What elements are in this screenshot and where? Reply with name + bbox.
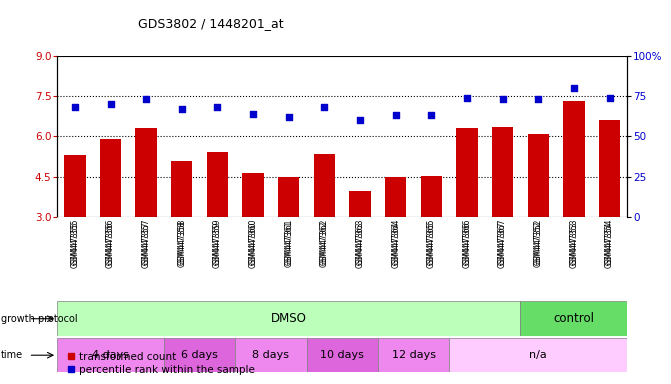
Text: GSM447363: GSM447363	[356, 221, 364, 268]
Bar	[421, 176, 442, 217]
Text: GSM447365: GSM447365	[427, 221, 436, 268]
Point	[248, 111, 258, 117]
Bar	[378, 338, 449, 372]
Point	[497, 96, 508, 102]
Text: GSM447362: GSM447362	[320, 221, 329, 268]
Point	[212, 104, 223, 110]
Point	[176, 106, 187, 112]
Text: 10 days: 10 days	[320, 350, 364, 360]
Text: GSM447361: GSM447361	[285, 221, 293, 268]
Text: GSM447366: GSM447366	[462, 221, 472, 268]
Text: DMSO: DMSO	[271, 312, 307, 325]
Point	[319, 104, 329, 110]
Bar	[563, 101, 584, 217]
Text: GSM447358: GSM447358	[177, 221, 187, 268]
Text: GSM447353: GSM447353	[570, 221, 578, 268]
Text: GSM447354: GSM447354	[605, 221, 614, 268]
Bar	[313, 154, 335, 217]
Text: GSM447367: GSM447367	[498, 221, 507, 268]
Legend: transformed count, percentile rank within the sample: transformed count, percentile rank withi…	[62, 348, 259, 379]
Text: 8 days: 8 days	[252, 350, 289, 360]
Bar	[385, 177, 407, 217]
Bar	[527, 134, 549, 217]
Text: GDS3802 / 1448201_at: GDS3802 / 1448201_at	[138, 17, 283, 30]
Text: GSM447364: GSM447364	[391, 221, 400, 268]
Bar	[456, 128, 478, 217]
Text: GSM447359: GSM447359	[213, 221, 222, 268]
Text: growth protocol: growth protocol	[1, 314, 77, 324]
Bar	[57, 338, 164, 372]
Bar	[599, 120, 620, 217]
Point	[426, 112, 437, 118]
Point	[604, 94, 615, 101]
Bar	[278, 177, 299, 217]
Bar	[449, 338, 627, 372]
Bar	[164, 338, 236, 372]
Bar	[307, 338, 378, 372]
Text: time: time	[1, 350, 23, 360]
Text: GSM447357: GSM447357	[142, 221, 151, 268]
Bar	[171, 161, 193, 217]
Text: control: control	[554, 312, 595, 325]
Point	[462, 94, 472, 101]
Bar	[64, 155, 86, 217]
Text: 12 days: 12 days	[391, 350, 435, 360]
Bar	[242, 173, 264, 217]
Text: n/a: n/a	[529, 350, 547, 360]
Text: 4 days: 4 days	[92, 350, 129, 360]
Bar	[521, 301, 627, 336]
Point	[391, 112, 401, 118]
Bar	[136, 128, 157, 217]
Bar	[492, 127, 513, 217]
Point	[568, 85, 579, 91]
Bar	[350, 192, 370, 217]
Text: GSM447355: GSM447355	[70, 221, 79, 268]
Point	[355, 117, 366, 123]
Point	[141, 96, 152, 102]
Point	[105, 101, 116, 107]
Bar	[57, 301, 521, 336]
Point	[533, 96, 544, 102]
Text: GSM447356: GSM447356	[106, 221, 115, 268]
Text: 6 days: 6 days	[181, 350, 218, 360]
Bar	[207, 152, 228, 217]
Point	[283, 114, 294, 120]
Text: GSM447360: GSM447360	[248, 221, 258, 268]
Text: GSM447352: GSM447352	[533, 221, 543, 268]
Bar	[236, 338, 307, 372]
Point	[70, 104, 81, 110]
Bar	[100, 139, 121, 217]
